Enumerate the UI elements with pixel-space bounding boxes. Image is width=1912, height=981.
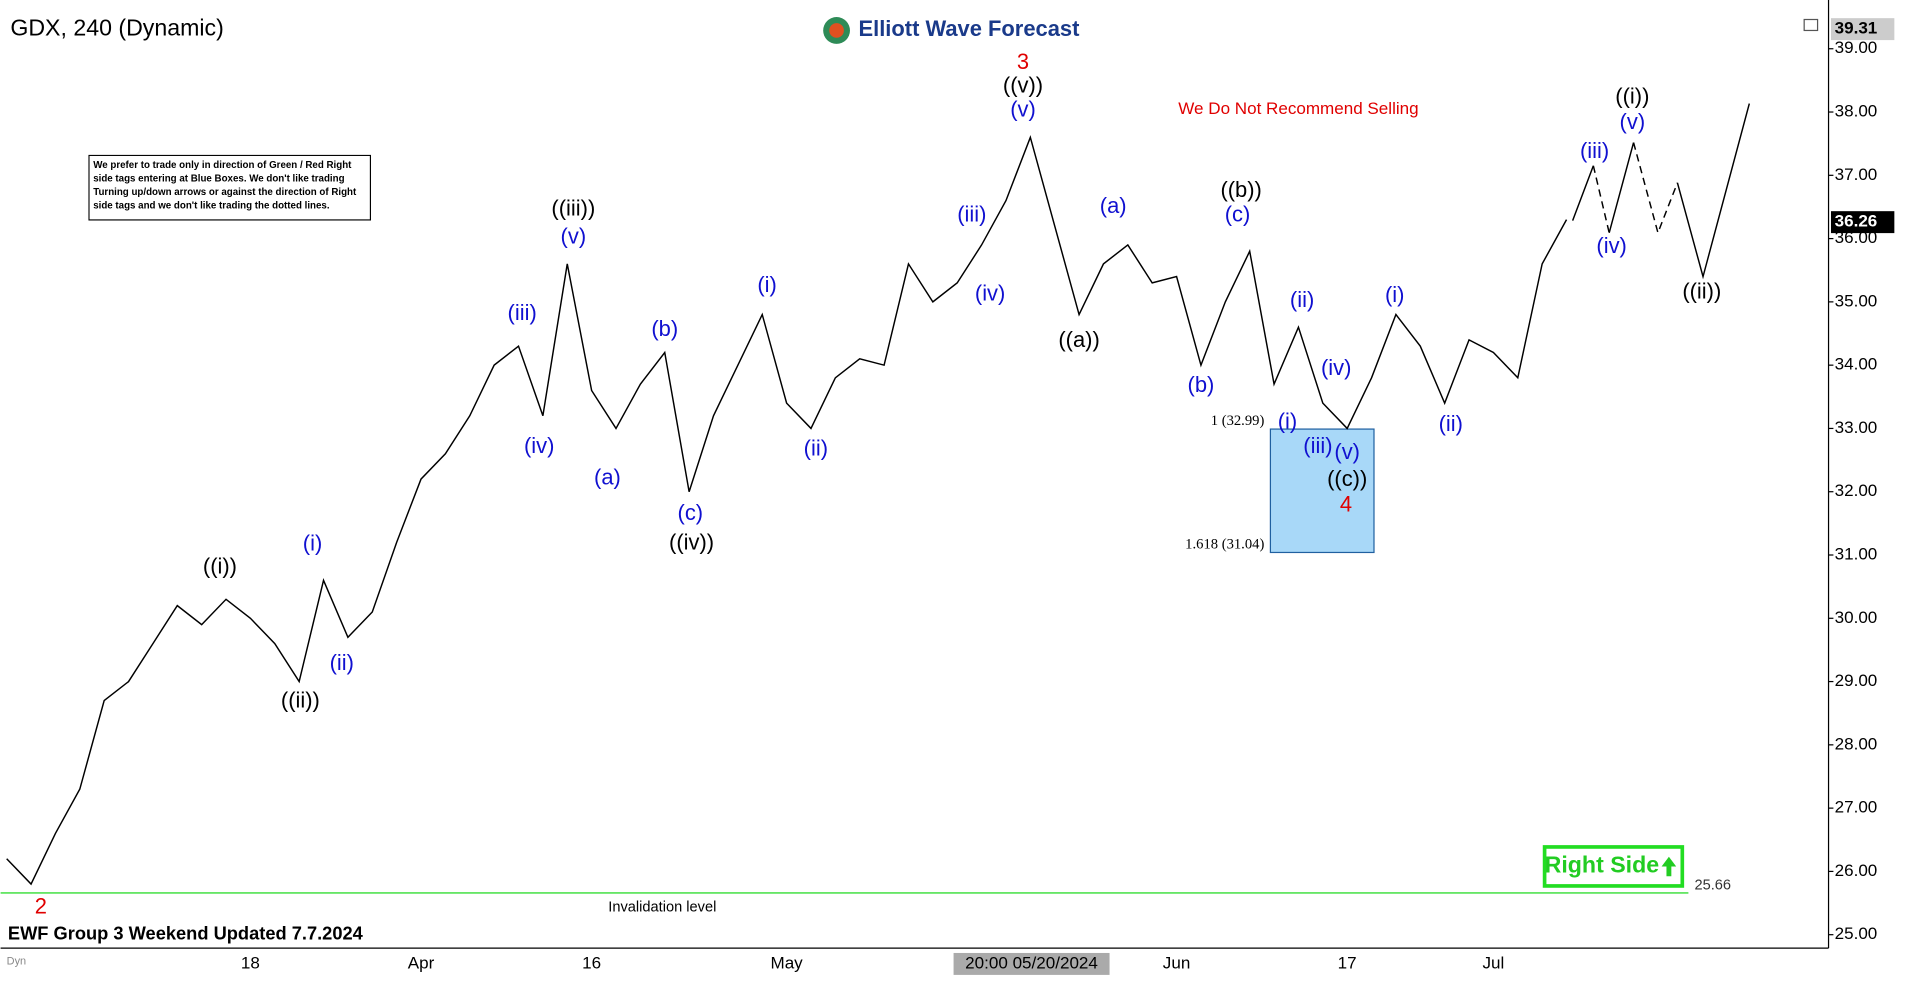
y-tick-label: 32.00: [1835, 481, 1878, 500]
y-tick-label: 33.00: [1835, 418, 1878, 437]
wave-label: (ii): [1439, 411, 1463, 436]
wave-label: (ii): [330, 650, 354, 675]
crosshair-box: [953, 952, 1110, 975]
wave-label: (b): [651, 316, 678, 341]
crosshair-label: 20:00 05/20/2024: [965, 953, 1098, 972]
x-tick-label: 17: [1338, 953, 1357, 972]
blue-box-bottom-label: 1.618 (31.04): [1185, 537, 1264, 553]
wave-label: 4: [1340, 492, 1352, 517]
wave-label: (i): [757, 272, 776, 297]
warning: We Do Not Recommend Selling: [1178, 99, 1418, 118]
x-tick-label: Apr: [408, 953, 435, 972]
footer: EWF Group 3 Weekend Updated 7.7.2024: [8, 923, 364, 944]
wave-label: (iv): [524, 433, 554, 458]
y-tick-label: 38.00: [1835, 102, 1878, 121]
wave-label: (ii): [804, 435, 828, 460]
wave-label: ((c)): [1327, 466, 1367, 491]
y-tick-label: 35.00: [1835, 291, 1878, 310]
blue-box: [1269, 428, 1375, 554]
wave-label: (v): [1010, 97, 1036, 122]
wave-label: ((ii)): [281, 688, 320, 713]
high-price-box: [1830, 18, 1895, 41]
wave-label: (iv): [975, 281, 1005, 306]
y-tick-label: 26.00: [1835, 861, 1878, 880]
y-tick-label: 27.00: [1835, 798, 1878, 817]
wave-label: ((iv)): [669, 529, 714, 554]
logo-icon-inner: [829, 23, 844, 38]
wave-label: (i): [1278, 409, 1297, 434]
wave-label: (i): [1385, 282, 1404, 307]
wave-label: 3: [1017, 49, 1029, 74]
wave-label: ((b)): [1220, 177, 1261, 202]
wave-label: (c): [1225, 201, 1251, 226]
wave-label: (iii): [1580, 138, 1609, 163]
blue-box-top-label: 1 (32.99): [1211, 413, 1265, 429]
wave-label: ((i)): [1615, 83, 1649, 108]
invalidation-label: Invalidation level: [608, 900, 716, 916]
x-tick-label: 16: [582, 953, 601, 972]
note: We prefer to trade only in direction of …: [88, 154, 372, 221]
invalidation-value: 25.66: [1694, 877, 1731, 893]
badge-arrow: [1661, 856, 1677, 877]
last-price-box: [1830, 211, 1895, 234]
x-tick-label: Jul: [1483, 953, 1505, 972]
wave-label: (v): [1620, 109, 1646, 134]
wave-label: ((v)): [1003, 72, 1043, 97]
wave-label: (c): [678, 500, 704, 525]
projection-solid: [1571, 103, 1751, 280]
wave-label: (i): [303, 531, 322, 556]
scale-icon: [1803, 18, 1819, 32]
wave-label: 2: [35, 894, 47, 919]
wave-label: (v): [561, 223, 587, 248]
wave-label: (iv): [1596, 233, 1626, 258]
wave-label: ((iii)): [551, 195, 595, 220]
y-tick-label: 37.00: [1835, 165, 1878, 184]
wave-label: (v): [1334, 439, 1360, 464]
note-box: We prefer to trade only in direction of …: [88, 154, 372, 221]
wave-label: (iii): [957, 201, 986, 226]
price-line: [6, 135, 1568, 886]
y-tick-label: 39.00: [1835, 38, 1878, 57]
x-tick-label: May: [771, 953, 804, 972]
wave-label: (a): [594, 465, 621, 490]
y-tick-label: 28.00: [1835, 734, 1878, 753]
wave-label: (a): [1100, 193, 1127, 218]
wave-label: (ii): [1290, 287, 1314, 312]
wave-label: (iii): [1303, 433, 1332, 458]
y-tick-label: 34.00: [1835, 355, 1878, 374]
badge-box: [1542, 845, 1685, 888]
wave-label: (iii): [508, 300, 537, 325]
y-tick-label: 30.00: [1835, 608, 1878, 627]
brand: Elliott Wave Forecast: [859, 16, 1081, 41]
x-tick-label: 18: [241, 953, 260, 972]
wave-label: ((ii)): [1682, 278, 1721, 303]
y-tick-label: 25.00: [1835, 924, 1878, 943]
y-tick-label: 29.00: [1835, 671, 1878, 690]
wave-label: ((a)): [1058, 327, 1099, 352]
x-tick-label: Jun: [1163, 953, 1191, 972]
y-tick-label: 31.00: [1835, 545, 1878, 564]
wave-label: ((i)): [203, 554, 237, 579]
wave-label: (b): [1188, 372, 1215, 397]
last-price: 36.26: [1835, 212, 1878, 231]
projection-dashed: [1592, 142, 1679, 236]
badge: Right Side: [1545, 852, 1660, 878]
wave-label: (iv): [1321, 355, 1351, 380]
high-price: 39.31: [1835, 19, 1878, 38]
corner-tag: Dyn: [7, 955, 26, 967]
chart-title: GDX, 240 (Dynamic): [10, 14, 223, 40]
